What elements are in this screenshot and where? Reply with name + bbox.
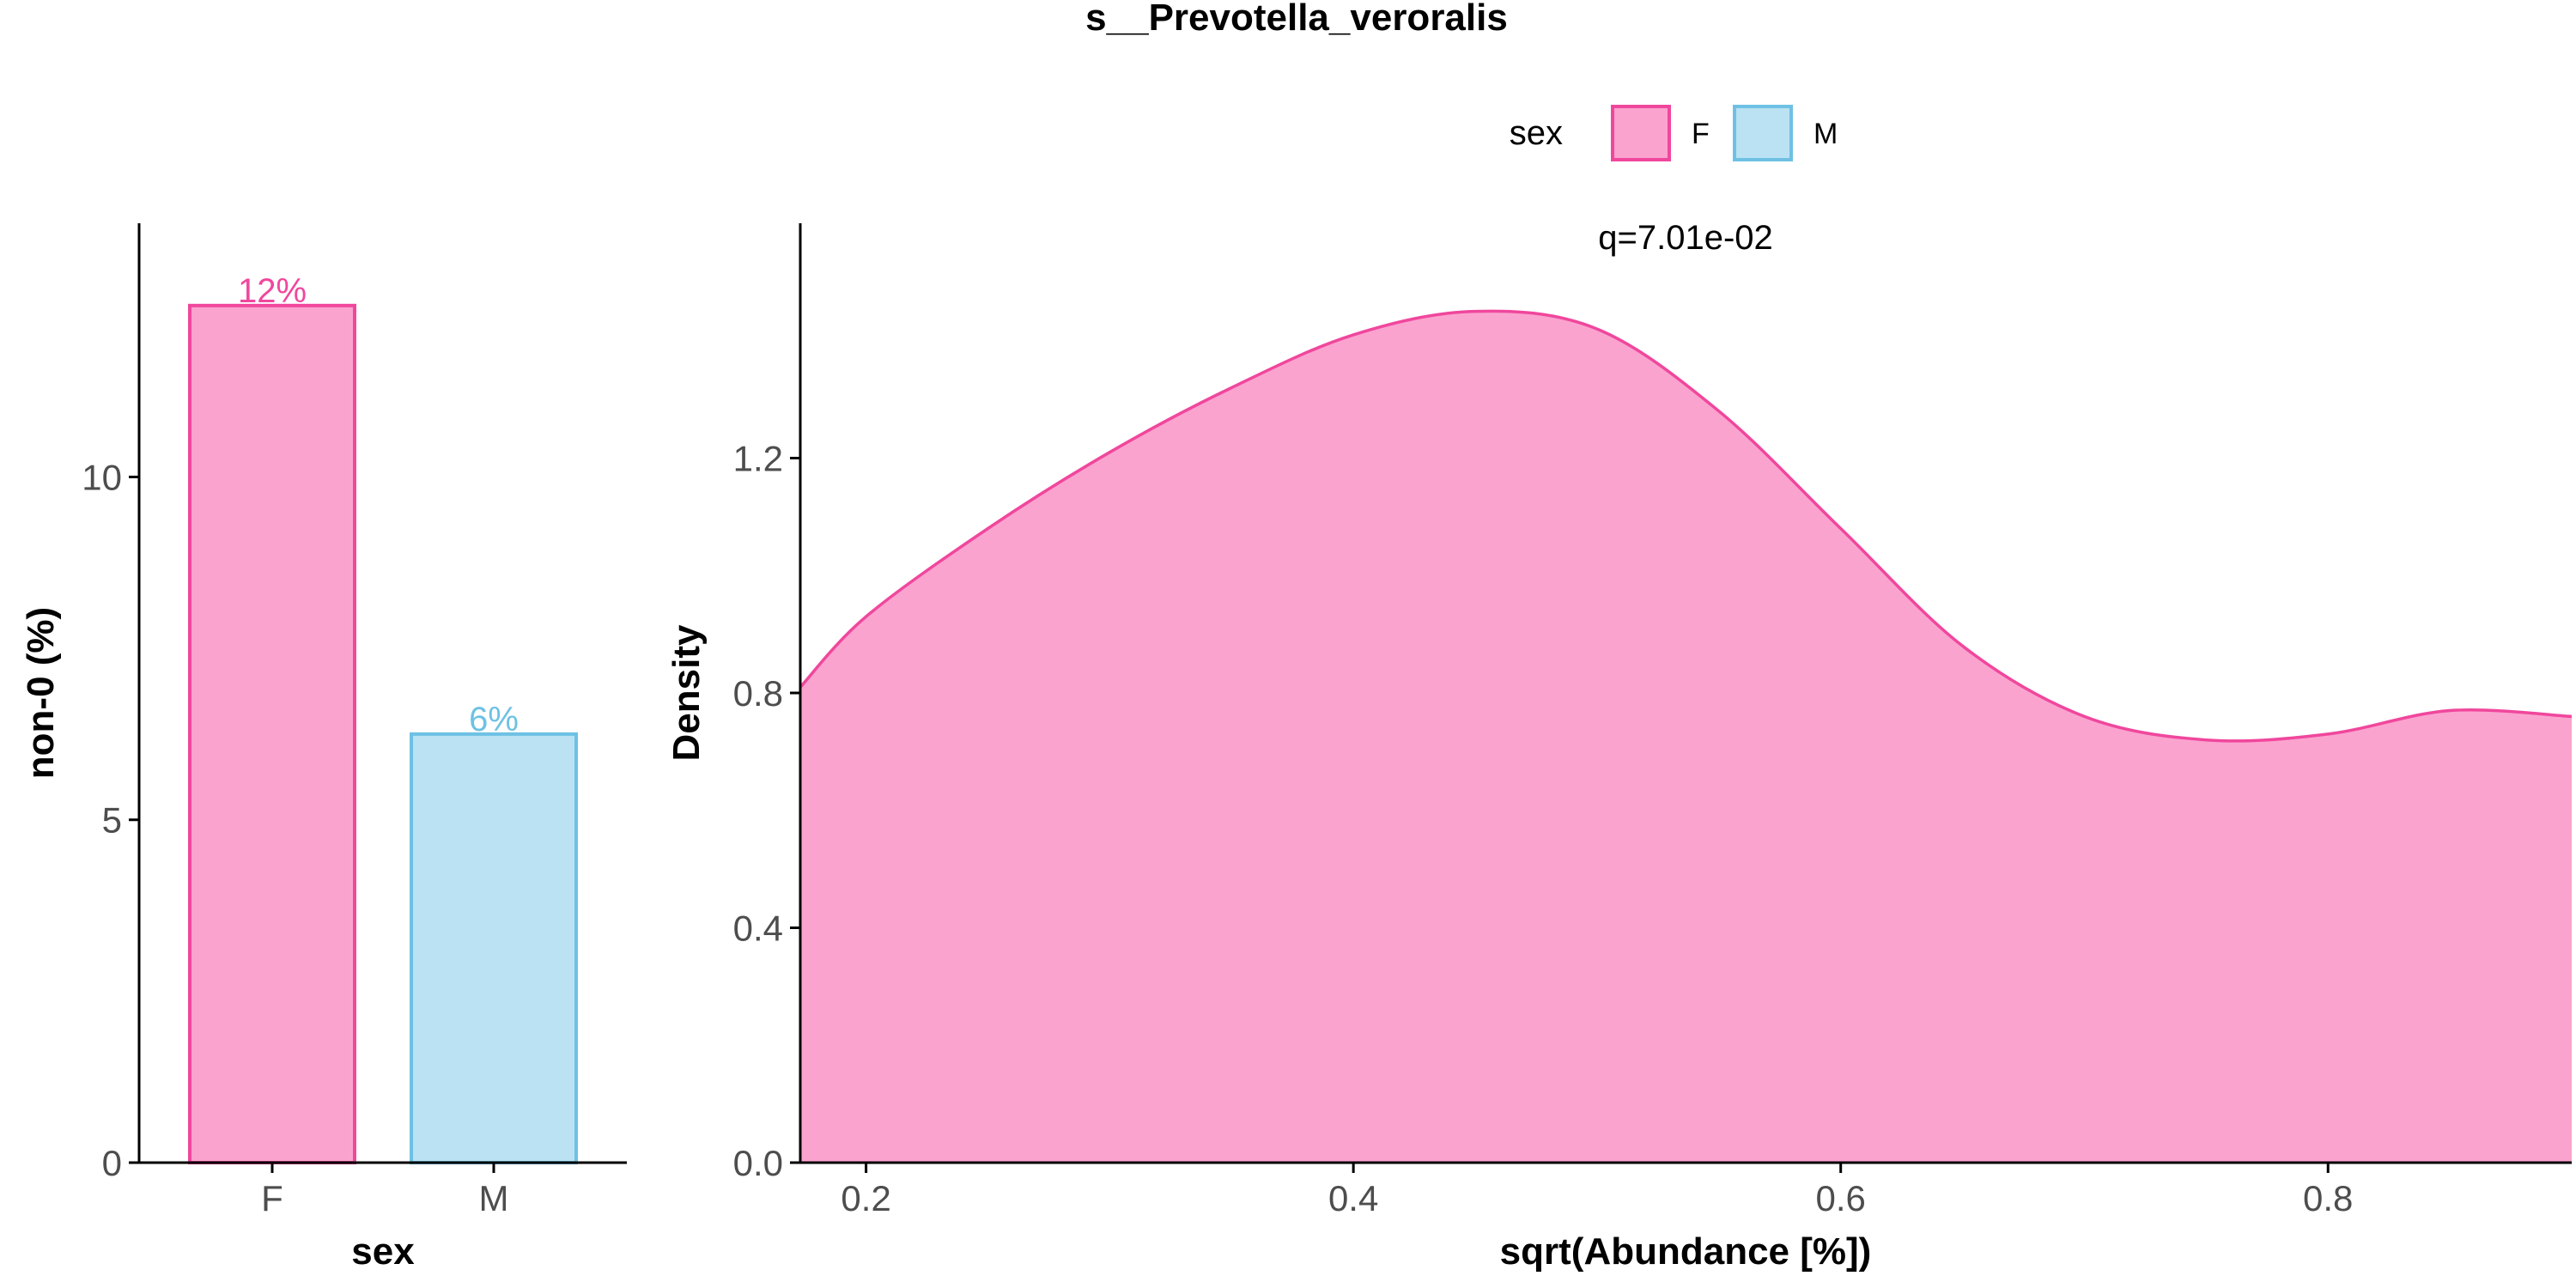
y-tick-label: 0.0 (733, 1143, 783, 1183)
chart-title: s__Prevotella_veroralis (1085, 0, 1508, 39)
bar-m (410, 732, 578, 1164)
legend-key-m (1733, 105, 1793, 161)
x-tick-label: M (479, 1178, 509, 1218)
density-panel: 0.2 0.4 0.6 0.8 0.0 0.4 0.8 1.2 q=7.01e-02 sqrt(A… (665, 219, 2573, 1273)
bar-f (188, 303, 356, 1164)
x-tick-label: F (261, 1178, 283, 1218)
x-tick-label: 0.4 (1328, 1178, 1378, 1218)
x-tick-label: 0.2 (841, 1178, 890, 1218)
y-tick-label: 5 (102, 800, 122, 841)
x-tick-label: 0.8 (2303, 1178, 2353, 1218)
density-line-f (799, 309, 2573, 743)
y-axis-title: Density (665, 624, 708, 761)
y-tick-label: 0 (102, 1143, 122, 1183)
bar-data-label: 12% (238, 272, 307, 310)
legend-key-f (1611, 105, 1671, 161)
y-tick-label: 0.4 (733, 908, 783, 949)
legend-label-m: M (1814, 118, 1838, 150)
legend: sex F M (1510, 105, 1838, 161)
bar-data-label: 6% (469, 701, 519, 738)
y-tick-label: 1.2 (733, 439, 783, 479)
density-area-f (800, 311, 2572, 1163)
legend-label-f: F (1692, 118, 1710, 150)
q-value-annotation: q=7.01e-02 (1598, 219, 1773, 257)
y-tick-label: 10 (82, 457, 122, 497)
x-tick-label: 0.6 (1815, 1178, 1865, 1218)
x-axis-title: sqrt(Abundance [%]) (1500, 1230, 1872, 1273)
x-axis-title: sex (351, 1230, 415, 1273)
y-axis-title: non-0 (%) (20, 607, 62, 779)
bar-panel: 12% F 6% M 0 5 10 sex non-0 (%) (20, 223, 627, 1273)
y-tick-label: 0.8 (733, 673, 783, 714)
legend-title: sex (1510, 114, 1563, 152)
